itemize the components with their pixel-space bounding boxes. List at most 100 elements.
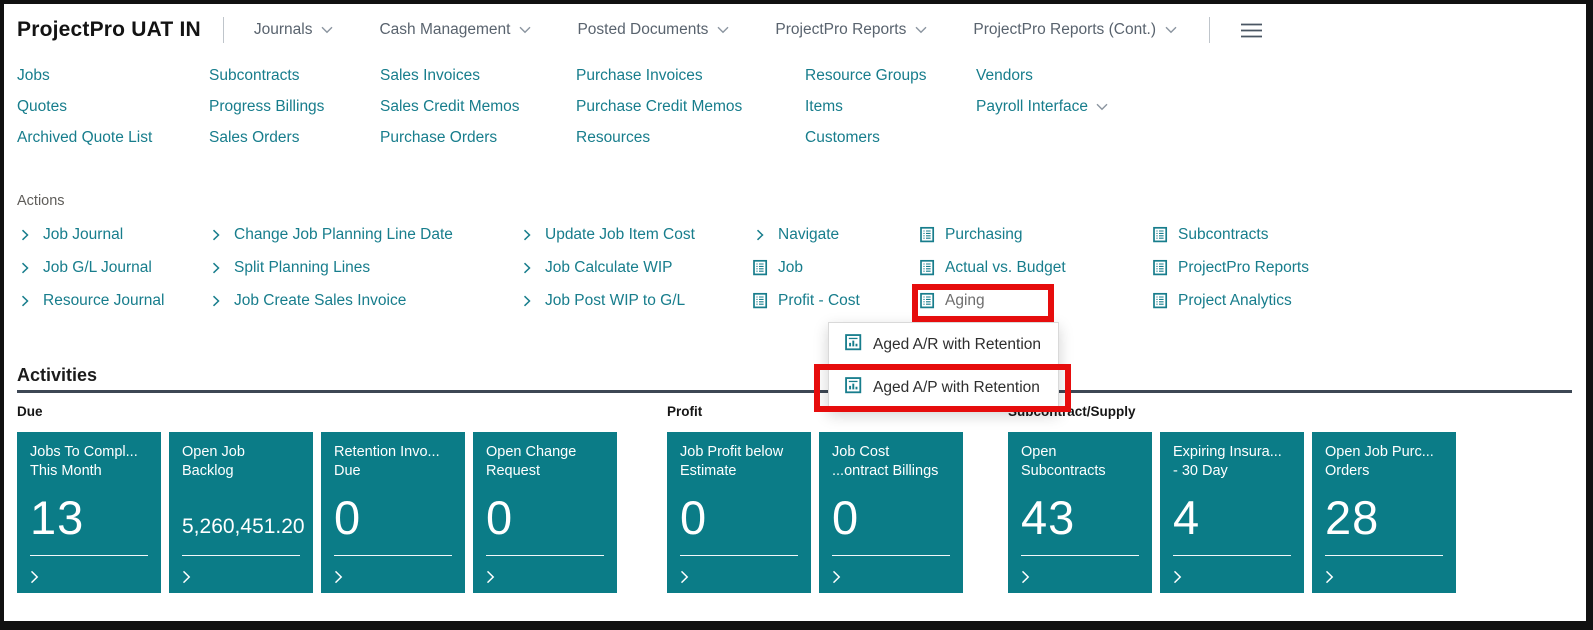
tile-job-cost-ontract-billings[interactable]: Job Cost ...ontract Billings 0 (819, 432, 963, 593)
tile-job-profit-below-estimate[interactable]: Job Profit below Estimate 0 (667, 432, 811, 593)
nav-link-label: Jobs (17, 66, 50, 84)
action-projectpro-reports[interactable]: ProjectPro Reports (1152, 251, 1309, 284)
report-icon (919, 226, 935, 243)
chevron-right-icon[interactable] (832, 570, 841, 584)
chevron-down-icon (321, 21, 333, 39)
chevron-right-icon[interactable] (1021, 570, 1030, 584)
chevron-right-icon[interactable] (1325, 570, 1334, 584)
chevron-right-icon[interactable] (30, 570, 39, 584)
activities-cue-groups: Due Jobs To Compl... This Month 13 Open Job B… (17, 403, 1456, 593)
tile-title-line2: - 30 Day (1173, 462, 1228, 479)
nav-link-subcontracts[interactable]: Subcontracts (209, 60, 380, 91)
nav-link-sales-credit-memos[interactable]: Sales Credit Memos (380, 91, 576, 122)
nav-link-resources[interactable]: Resources (576, 122, 805, 153)
tile-jobs-to-compl-this-month[interactable]: Jobs To Compl... This Month 13 (17, 432, 161, 593)
cue-group-due: Due Jobs To Compl... This Month 13 Open Job B… (17, 403, 617, 593)
action-job-g-l-journal[interactable]: Job G/L Journal (17, 251, 208, 284)
nav-link-progress-billings[interactable]: Progress Billings (209, 91, 380, 122)
action-label: Update Job Item Cost (545, 225, 695, 243)
nav-link-sales-orders[interactable]: Sales Orders (209, 122, 380, 153)
action-job-calculate-wip[interactable]: Job Calculate WIP (519, 251, 752, 284)
chevron-down-icon (1096, 98, 1108, 116)
tile-retention-invo-due[interactable]: Retention Invo... Due 0 (321, 432, 465, 593)
menu-posted-documents[interactable]: Posted Documents (577, 21, 729, 39)
nav-link-label: Subcontracts (209, 66, 300, 84)
nav-link-purchase-invoices[interactable]: Purchase Invoices (576, 60, 805, 91)
nav-link-customers[interactable]: Customers (805, 122, 976, 153)
menu-label: ProjectPro Reports (Cont.) (973, 21, 1156, 38)
tile-divider (1173, 555, 1291, 556)
chevron-right-icon[interactable] (182, 570, 191, 584)
action-label: Subcontracts (1178, 225, 1269, 243)
tile-open-change-request[interactable]: Open Change Request 0 (473, 432, 617, 593)
tile-title: Expiring Insura... - 30 Day (1160, 432, 1304, 480)
nav-link-resource-groups[interactable]: Resource Groups (805, 60, 976, 91)
chevron-right-icon[interactable] (680, 570, 689, 584)
nav-link-label: Sales Credit Memos (380, 97, 520, 115)
chevron-right-icon (752, 229, 768, 241)
action-change-job-planning-line-date[interactable]: Change Job Planning Line Date (208, 218, 519, 251)
tile-title-line2: Request (486, 462, 541, 479)
chevron-right-icon (17, 295, 33, 307)
chevron-right-icon (208, 229, 224, 241)
action-profit-cost[interactable]: Profit - Cost (752, 284, 919, 317)
menu-projectpro-reports-cont[interactable]: ProjectPro Reports (Cont.) (973, 21, 1177, 39)
nav-link-label: Purchase Credit Memos (576, 97, 743, 115)
report-icon (919, 292, 935, 309)
tile-divider (680, 555, 798, 556)
action-project-analytics[interactable]: Project Analytics (1152, 284, 1309, 317)
nav-link-items[interactable]: Items (805, 91, 976, 122)
nav-link-vendors[interactable]: Vendors (976, 60, 1108, 91)
nav-link-purchase-orders[interactable]: Purchase Orders (380, 122, 576, 153)
action-split-planning-lines[interactable]: Split Planning Lines (208, 251, 519, 284)
nav-link-sales-invoices[interactable]: Sales Invoices (380, 60, 576, 91)
chevron-right-icon[interactable] (486, 570, 495, 584)
cue-group-label: Due (17, 404, 43, 419)
tile-divider (334, 555, 452, 556)
action-label: Job Calculate WIP (545, 258, 673, 276)
action-label: Job G/L Journal (43, 258, 152, 276)
tile-title-line2: Subcontracts (1021, 462, 1106, 479)
tile-open-job-backlog[interactable]: Open Job Backlog 5,260,451.20 (169, 432, 313, 593)
menu-icon[interactable] (1236, 19, 1267, 42)
action-resource-journal[interactable]: Resource Journal (17, 284, 208, 317)
nav-link-quotes[interactable]: Quotes (17, 91, 209, 122)
nav-link-jobs[interactable]: Jobs (17, 60, 209, 91)
action-label: Job Journal (43, 225, 124, 243)
chevron-right-icon (519, 262, 535, 274)
tile-value: 0 (832, 491, 860, 544)
action-actual-vs-budget[interactable]: Actual vs. Budget (919, 251, 1152, 284)
action-aging[interactable]: Aging (919, 284, 1152, 317)
action-label: Split Planning Lines (234, 258, 371, 276)
action-job-create-sales-invoice[interactable]: Job Create Sales Invoice (208, 284, 519, 317)
nav-link-archived-quote-list[interactable]: Archived Quote List (17, 122, 209, 153)
nav-link-purchase-credit-memos[interactable]: Purchase Credit Memos (576, 91, 805, 122)
menu-journals[interactable]: Journals (254, 21, 334, 39)
chevron-down-icon (717, 21, 729, 39)
action-label: Aging (945, 291, 985, 309)
action-job-journal[interactable]: Job Journal (17, 218, 208, 251)
menu-item-label: Aged A/P with Retention (873, 378, 1040, 396)
tile-expiring-insura-30-day[interactable]: Expiring Insura... - 30 Day 4 (1160, 432, 1304, 593)
action-navigate[interactable]: Navigate (752, 218, 919, 251)
tile-open-job-purc-orders[interactable]: Open Job Purc... Orders 28 (1312, 432, 1456, 593)
chevron-right-icon[interactable] (1173, 570, 1182, 584)
nav-link-payroll-interface[interactable]: Payroll Interface (976, 91, 1108, 122)
action-update-job-item-cost[interactable]: Update Job Item Cost (519, 218, 752, 251)
top-menu-list: Journals Cash Management Posted Documents P… (254, 21, 1177, 39)
tile-divider (182, 555, 300, 556)
menu-item-aged-a-p-with-retention[interactable]: Aged A/P with Retention (829, 366, 1058, 409)
report-icon (752, 259, 768, 276)
nav-column: Resource Groups Items Customers (805, 60, 976, 153)
menu-projectpro-reports[interactable]: ProjectPro Reports (775, 21, 927, 39)
action-subcontracts[interactable]: Subcontracts (1152, 218, 1309, 251)
tile-open-subcontracts[interactable]: Open Subcontracts 43 (1008, 432, 1152, 593)
menu-item-aged-a-r-with-retention[interactable]: Aged A/R with Retention (829, 323, 1058, 366)
action-purchasing[interactable]: Purchasing (919, 218, 1152, 251)
app-title[interactable]: ProjectPro UAT IN (17, 18, 201, 41)
chevron-right-icon[interactable] (334, 570, 343, 584)
menu-cash-management[interactable]: Cash Management (379, 21, 531, 39)
action-job-post-wip-to-g-l[interactable]: Job Post WIP to G/L (519, 284, 752, 317)
action-job[interactable]: Job (752, 251, 919, 284)
